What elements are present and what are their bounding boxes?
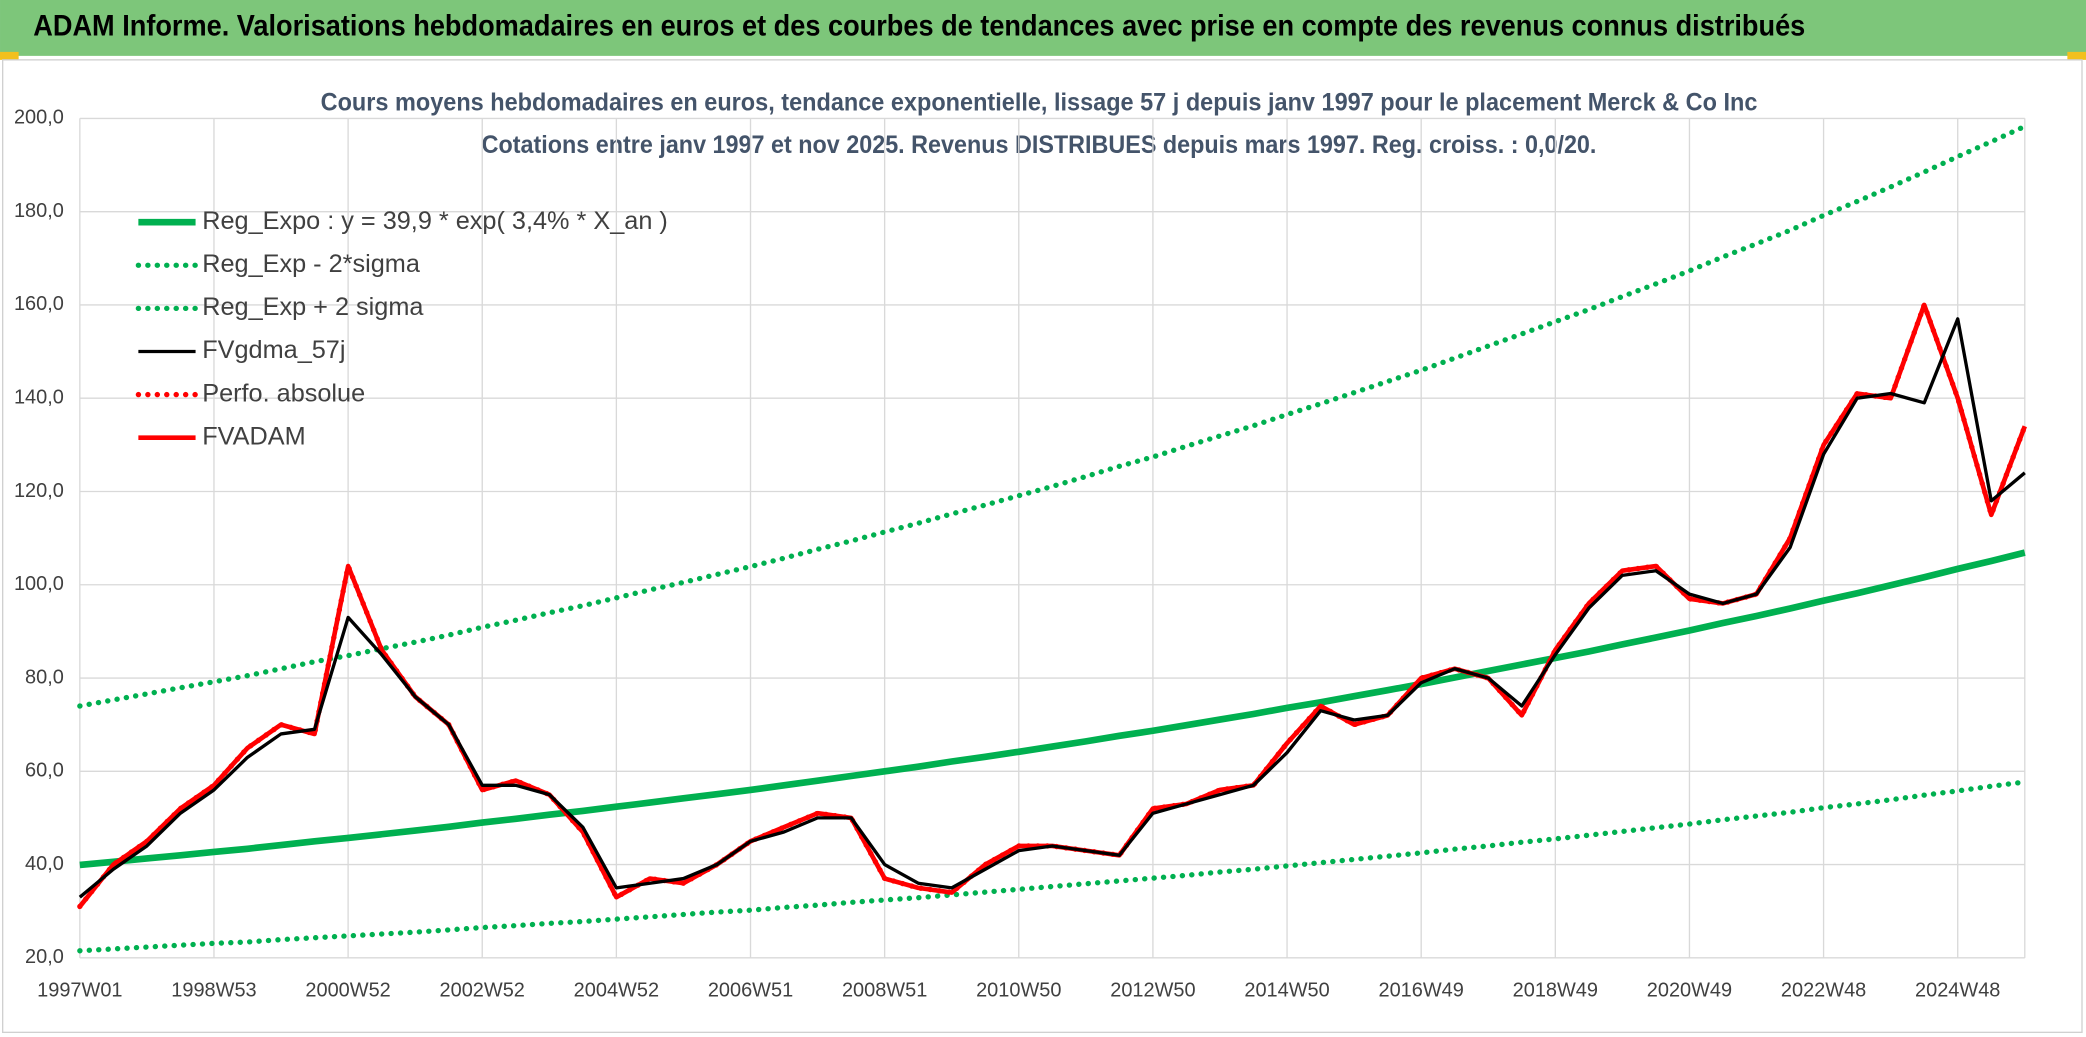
- x-tick-label: 2016W49: [1379, 979, 1464, 1001]
- series-line: [78, 317, 2026, 899]
- series-line: [77, 123, 2028, 709]
- x-tick-label: 2012W50: [1110, 979, 1195, 1001]
- chart-subtitle: Cotations entre janv 1997 et nov 2025. R…: [482, 131, 1597, 159]
- x-tick-label: 2020W49: [1647, 979, 1732, 1001]
- y-tick-label: 140,0: [14, 386, 64, 408]
- x-tick-label: 1998W53: [171, 979, 256, 1001]
- y-tick-label: 180,0: [14, 200, 64, 222]
- legend-label: Reg_Expo : y = 39,9 * exp( 3,4% * X_an ): [202, 207, 668, 235]
- y-tick-label: 200,0: [14, 107, 64, 129]
- y-tick-label: 160,0: [14, 293, 64, 315]
- y-tick-label: 40,0: [25, 853, 64, 875]
- legend-label: Reg_Exp - 2*sigma: [202, 250, 421, 278]
- chart-frame: [2, 59, 2083, 1034]
- legend-label: Perfo. absolue: [202, 379, 365, 407]
- x-tick-label: 2000W52: [305, 979, 390, 1001]
- x-tick-label: 2010W50: [976, 979, 1061, 1001]
- legend: Reg_Expo : y = 39,9 * exp( 3,4% * X_an )…: [135, 207, 668, 450]
- legend-label: Reg_Exp + 2 sigma: [202, 293, 424, 321]
- x-tick-label: 2006W51: [708, 979, 793, 1001]
- page-title: ADAM Informe. Valorisations hebdomadaire…: [33, 11, 1805, 43]
- header-band: [0, 0, 2086, 56]
- series-line: [79, 549, 2026, 869]
- x-tick-label: 2008W51: [842, 979, 927, 1001]
- x-tick-label: 2002W52: [440, 979, 525, 1001]
- y-tick-label: 100,0: [14, 573, 64, 595]
- x-tick-label: 1997W01: [37, 979, 122, 1001]
- x-tick-label: 2022W48: [1781, 979, 1866, 1001]
- legend-label: FVgdma_57j: [202, 336, 345, 364]
- grid: 20,0 40,0 60,0 80,0 100,0 120,0 140,0 160,0 180,…: [14, 107, 2026, 1001]
- x-tick-label: 2018W49: [1513, 979, 1598, 1001]
- corner-mark: [0, 51, 19, 60]
- series-line: [77, 779, 2028, 954]
- x-tick-label: 2024W48: [1915, 979, 2000, 1001]
- legend-label: FVADAM: [202, 422, 305, 450]
- y-tick-label: 80,0: [25, 666, 64, 688]
- chart-title: Cours moyens hebdomadaires en euros, ten…: [321, 88, 1758, 116]
- plot-lines: [77, 123, 2028, 954]
- y-tick-label: 20,0: [25, 946, 64, 968]
- corner-mark: [2067, 51, 2086, 60]
- x-tick-label: 2014W50: [1244, 979, 1329, 1001]
- y-tick-label: 60,0: [25, 760, 64, 782]
- x-tick-label: 2004W52: [574, 979, 659, 1001]
- y-tick-label: 120,0: [14, 480, 64, 502]
